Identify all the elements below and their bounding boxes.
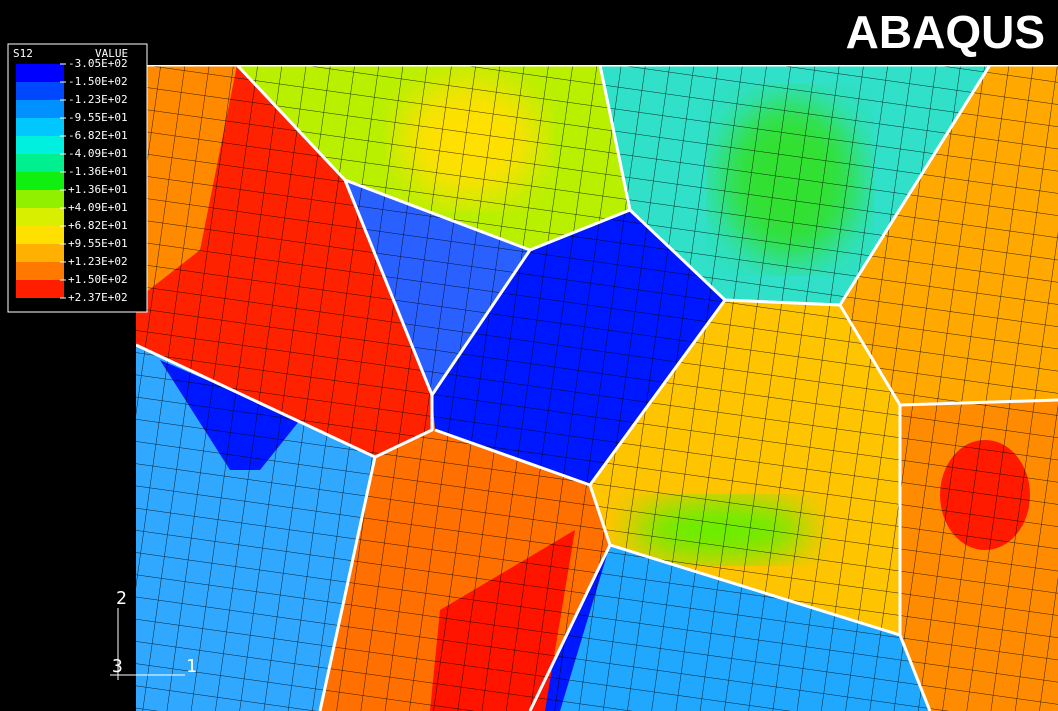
viewport: ABAQUS S12 VALUE -3.05E+02-1.50E+02-1.23… (0, 0, 1058, 711)
legend-swatch (16, 262, 64, 280)
legend-swatch (16, 100, 64, 118)
legend-level: +9.55E+01 (68, 237, 128, 250)
triad-label: 1 (186, 656, 197, 677)
triad-label: 3 (112, 656, 123, 677)
contour-plot (136, 65, 1058, 711)
legend-level: -9.55E+01 (68, 111, 128, 124)
legend-level: -1.50E+02 (68, 75, 128, 88)
legend-swatch (16, 172, 64, 190)
logo: ABAQUS (846, 6, 1045, 58)
legend-swatch (16, 82, 64, 100)
legend-swatch (16, 136, 64, 154)
legend: S12 VALUE -3.05E+02-1.50E+02-1.23E+02-9.… (8, 44, 147, 312)
legend-level: -1.23E+02 (68, 93, 128, 106)
legend-level: -4.09E+01 (68, 147, 128, 160)
legend-swatch (16, 208, 64, 226)
legend-swatch (16, 154, 64, 172)
legend-level: +4.09E+01 (68, 201, 128, 214)
legend-swatch (16, 190, 64, 208)
legend-level: -1.36E+01 (68, 165, 128, 178)
legend-swatch (16, 280, 64, 298)
legend-level: -6.82E+01 (68, 129, 128, 142)
legend-level: +6.82E+01 (68, 219, 128, 232)
legend-level: -3.05E+02 (68, 57, 128, 70)
legend-swatch (16, 226, 64, 244)
legend-swatch (16, 64, 64, 82)
page: ABAQUS S12 VALUE -3.05E+02-1.50E+02-1.23… (0, 0, 1058, 711)
legend-variable: S12 (13, 47, 33, 60)
legend-level: +1.50E+02 (68, 273, 128, 286)
legend-swatch (16, 118, 64, 136)
legend-swatch (16, 244, 64, 262)
legend-level: +2.37E+02 (68, 291, 128, 304)
legend-level: +1.36E+01 (68, 183, 128, 196)
legend-level: +1.23E+02 (68, 255, 128, 268)
triad-label: 2 (116, 588, 127, 609)
